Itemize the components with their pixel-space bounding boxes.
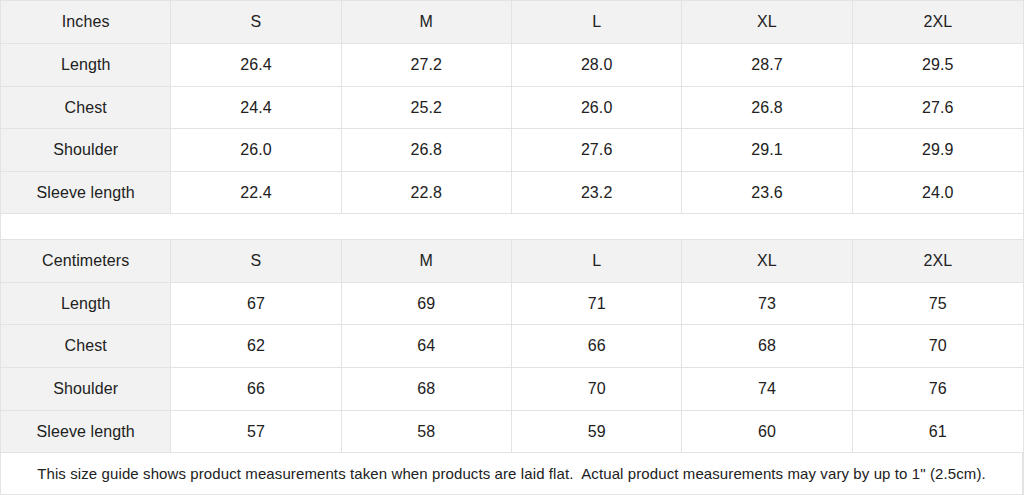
size-guide-note: This size guide shows product measuremen… [1, 453, 1023, 494]
measurement-value: 22.8 [342, 172, 512, 214]
measurement-value: 66 [512, 325, 682, 368]
measurement-value: 70 [853, 325, 1023, 368]
centimeters-size-header-l: L [512, 240, 682, 283]
inches-row-label-length: Length [1, 44, 171, 87]
measurement-value: 61 [853, 411, 1023, 453]
inches-size-header-s: S [171, 1, 341, 44]
inches-unit-header: Inches [1, 1, 171, 44]
measurement-value: 26.8 [342, 129, 512, 172]
measurement-value: 60 [682, 411, 852, 453]
measurement-value: 22.4 [171, 172, 341, 214]
measurement-value: 28.7 [682, 44, 852, 87]
measurement-value: 26.4 [171, 44, 341, 87]
measurement-value: 24.4 [171, 87, 341, 129]
centimeters-row-label-shoulder: Shoulder [1, 368, 171, 411]
centimeters-size-header-2xl: 2XL [853, 240, 1023, 283]
measurement-value: 29.9 [853, 129, 1023, 172]
table-section-gap [1, 214, 1023, 240]
inches-size-header-m: M [342, 1, 512, 44]
measurement-value: 71 [512, 283, 682, 325]
measurement-value: 59 [512, 411, 682, 453]
centimeters-size-header-m: M [342, 240, 512, 283]
measurement-value: 24.0 [853, 172, 1023, 214]
measurement-value: 27.6 [853, 87, 1023, 129]
measurement-value: 74 [682, 368, 852, 411]
measurement-value: 66 [171, 368, 341, 411]
centimeters-row-label-sleeve-length: Sleeve length [1, 411, 171, 453]
centimeters-size-header-xl: XL [682, 240, 852, 283]
measurement-value: 73 [682, 283, 852, 325]
measurement-value: 29.5 [853, 44, 1023, 87]
measurement-value: 62 [171, 325, 341, 368]
measurement-value: 26.8 [682, 87, 852, 129]
inches-size-header-xl: XL [682, 1, 852, 44]
inches-size-header-2xl: 2XL [853, 1, 1023, 44]
measurement-value: 27.6 [512, 129, 682, 172]
measurement-value: 25.2 [342, 87, 512, 129]
measurement-value: 70 [512, 368, 682, 411]
measurement-value: 27.2 [342, 44, 512, 87]
measurement-value: 26.0 [171, 129, 341, 172]
measurement-value: 57 [171, 411, 341, 453]
centimeters-row-label-length: Length [1, 283, 171, 325]
centimeters-row-label-chest: Chest [1, 325, 171, 368]
inches-row-label-shoulder: Shoulder [1, 129, 171, 172]
centimeters-size-header-s: S [171, 240, 341, 283]
size-guide-table: Inches S M L XL 2XL Length 26.4 27.2 28.… [0, 0, 1024, 495]
inches-row-label-chest: Chest [1, 87, 171, 129]
measurement-value: 29.1 [682, 129, 852, 172]
inches-size-header-l: L [512, 1, 682, 44]
measurement-value: 67 [171, 283, 341, 325]
inches-row-label-sleeve-length: Sleeve length [1, 172, 171, 214]
measurement-value: 68 [342, 368, 512, 411]
measurement-value: 75 [853, 283, 1023, 325]
measurement-value: 26.0 [512, 87, 682, 129]
measurement-value: 76 [853, 368, 1023, 411]
measurement-value: 23.6 [682, 172, 852, 214]
measurement-value: 23.2 [512, 172, 682, 214]
measurement-value: 58 [342, 411, 512, 453]
measurement-value: 64 [342, 325, 512, 368]
centimeters-unit-header: Centimeters [1, 240, 171, 283]
measurement-value: 69 [342, 283, 512, 325]
measurement-value: 68 [682, 325, 852, 368]
measurement-value: 28.0 [512, 44, 682, 87]
